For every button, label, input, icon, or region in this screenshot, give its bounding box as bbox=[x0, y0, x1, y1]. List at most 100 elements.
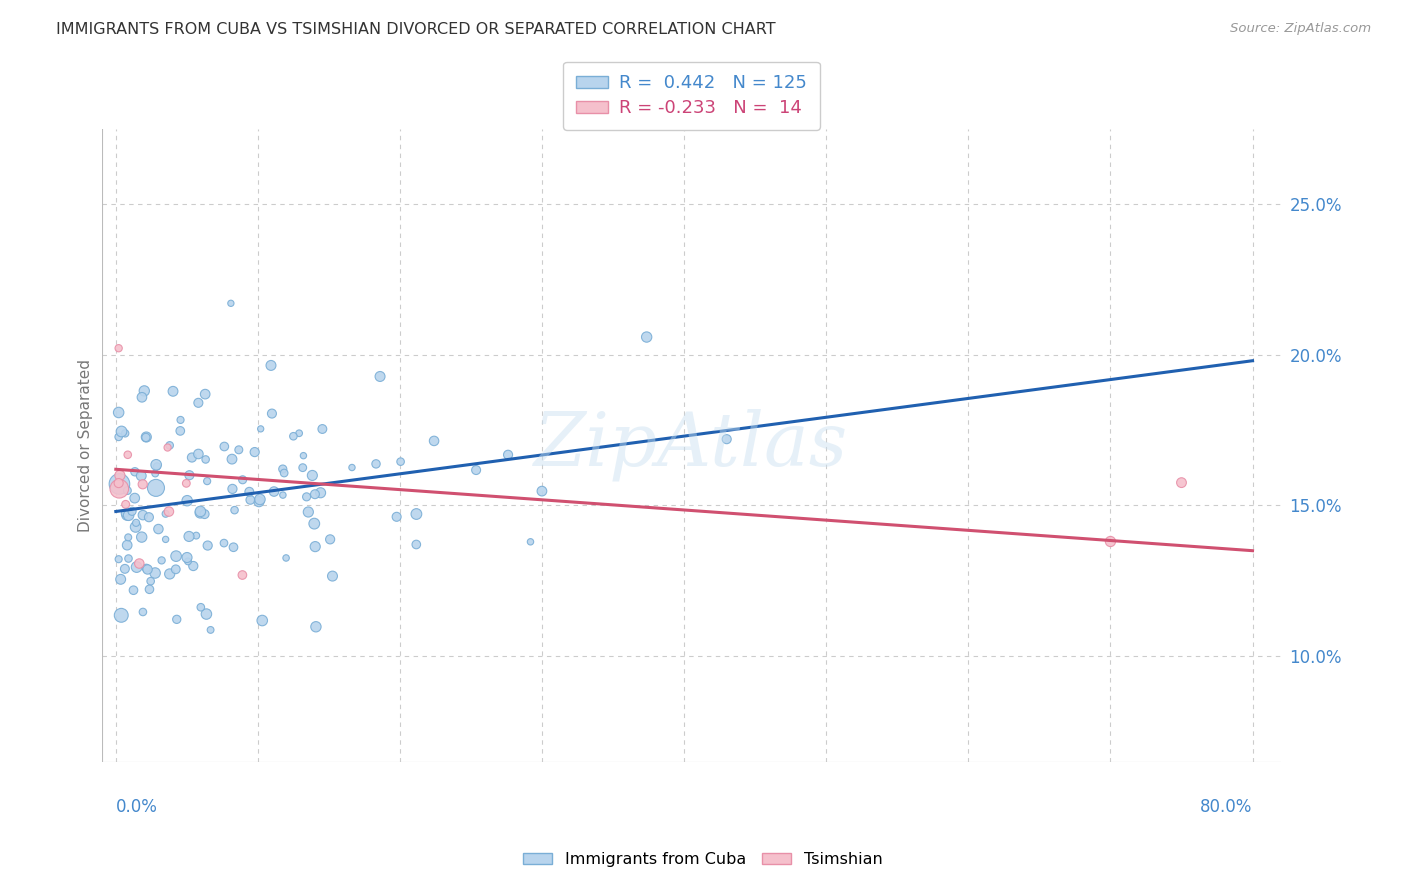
Point bbox=[530, 484, 553, 499]
Point bbox=[232, 473, 254, 487]
Point bbox=[110, 572, 132, 586]
Point bbox=[496, 448, 519, 462]
Point bbox=[136, 562, 159, 576]
Point bbox=[107, 552, 129, 566]
Point bbox=[179, 468, 201, 483]
Point bbox=[219, 296, 242, 310]
Point bbox=[132, 477, 155, 491]
Point bbox=[224, 503, 246, 517]
Point bbox=[385, 509, 408, 524]
Text: ZipAtlas: ZipAtlas bbox=[534, 409, 848, 482]
Point bbox=[222, 541, 245, 555]
Point bbox=[214, 440, 236, 454]
Y-axis label: Divorced or Separated: Divorced or Separated bbox=[79, 359, 93, 532]
Point bbox=[155, 533, 177, 547]
Point bbox=[128, 557, 150, 571]
Point bbox=[200, 623, 222, 637]
Point bbox=[138, 582, 160, 597]
Point bbox=[162, 384, 184, 399]
Point bbox=[134, 384, 156, 398]
Point bbox=[319, 533, 342, 547]
Point bbox=[143, 566, 166, 580]
Point bbox=[122, 583, 145, 598]
Point bbox=[107, 476, 129, 491]
Point bbox=[304, 487, 326, 501]
Point bbox=[389, 455, 412, 469]
Point bbox=[311, 422, 333, 436]
Point bbox=[194, 452, 217, 467]
Point bbox=[1099, 534, 1122, 549]
Point bbox=[249, 492, 271, 507]
Point bbox=[145, 481, 167, 495]
Point bbox=[131, 530, 153, 544]
Point bbox=[465, 463, 488, 477]
Point bbox=[115, 538, 138, 552]
Text: 0.0%: 0.0% bbox=[115, 798, 157, 816]
Point bbox=[305, 620, 328, 634]
Point bbox=[110, 425, 132, 439]
Point bbox=[221, 482, 243, 496]
Point bbox=[716, 432, 738, 446]
Point bbox=[124, 465, 146, 479]
Text: Source: ZipAtlas.com: Source: ZipAtlas.com bbox=[1230, 22, 1371, 36]
Point bbox=[519, 534, 541, 549]
Point bbox=[247, 494, 270, 508]
Point bbox=[117, 448, 139, 462]
Point bbox=[121, 504, 143, 518]
Point bbox=[405, 507, 427, 521]
Point bbox=[159, 438, 181, 452]
Point bbox=[292, 449, 315, 463]
Point bbox=[132, 605, 155, 619]
Point bbox=[274, 551, 297, 566]
Point bbox=[187, 396, 209, 410]
Point bbox=[117, 530, 139, 544]
Point bbox=[135, 430, 157, 444]
Point bbox=[423, 434, 446, 448]
Point bbox=[108, 477, 131, 491]
Point bbox=[368, 369, 391, 384]
Point bbox=[124, 520, 146, 534]
Point bbox=[271, 488, 294, 502]
Point bbox=[321, 569, 343, 583]
Point bbox=[291, 460, 314, 475]
Point bbox=[221, 452, 243, 467]
Point bbox=[117, 551, 139, 566]
Point bbox=[190, 600, 212, 615]
Point bbox=[155, 507, 177, 521]
Point bbox=[405, 537, 427, 551]
Point bbox=[117, 508, 139, 523]
Point bbox=[243, 445, 266, 459]
Point bbox=[194, 387, 217, 401]
Point bbox=[288, 426, 311, 441]
Point bbox=[166, 612, 188, 626]
Point bbox=[156, 441, 179, 455]
Point bbox=[194, 507, 217, 521]
Point bbox=[263, 484, 285, 499]
Point bbox=[340, 460, 363, 475]
Point bbox=[239, 492, 262, 507]
Point bbox=[283, 429, 305, 443]
Point bbox=[301, 468, 323, 483]
Point bbox=[252, 614, 274, 628]
Point bbox=[107, 341, 129, 355]
Point bbox=[169, 424, 191, 438]
Point bbox=[228, 442, 250, 457]
Point bbox=[636, 330, 658, 344]
Point bbox=[181, 450, 204, 465]
Point bbox=[190, 504, 212, 518]
Point bbox=[108, 468, 131, 483]
Point bbox=[297, 505, 319, 519]
Point bbox=[176, 550, 198, 565]
Point bbox=[195, 474, 218, 488]
Point bbox=[135, 561, 157, 575]
Legend: Immigrants from Cuba, Tsimshian: Immigrants from Cuba, Tsimshian bbox=[517, 846, 889, 873]
Point bbox=[135, 430, 157, 444]
Point bbox=[108, 482, 131, 496]
Point bbox=[107, 405, 129, 419]
Point bbox=[197, 539, 219, 553]
Point bbox=[169, 413, 191, 427]
Point bbox=[150, 553, 173, 567]
Text: IMMIGRANTS FROM CUBA VS TSIMSHIAN DIVORCED OR SEPARATED CORRELATION CHART: IMMIGRANTS FROM CUBA VS TSIMSHIAN DIVORC… bbox=[56, 22, 776, 37]
Point bbox=[159, 566, 181, 581]
Point bbox=[195, 607, 218, 621]
